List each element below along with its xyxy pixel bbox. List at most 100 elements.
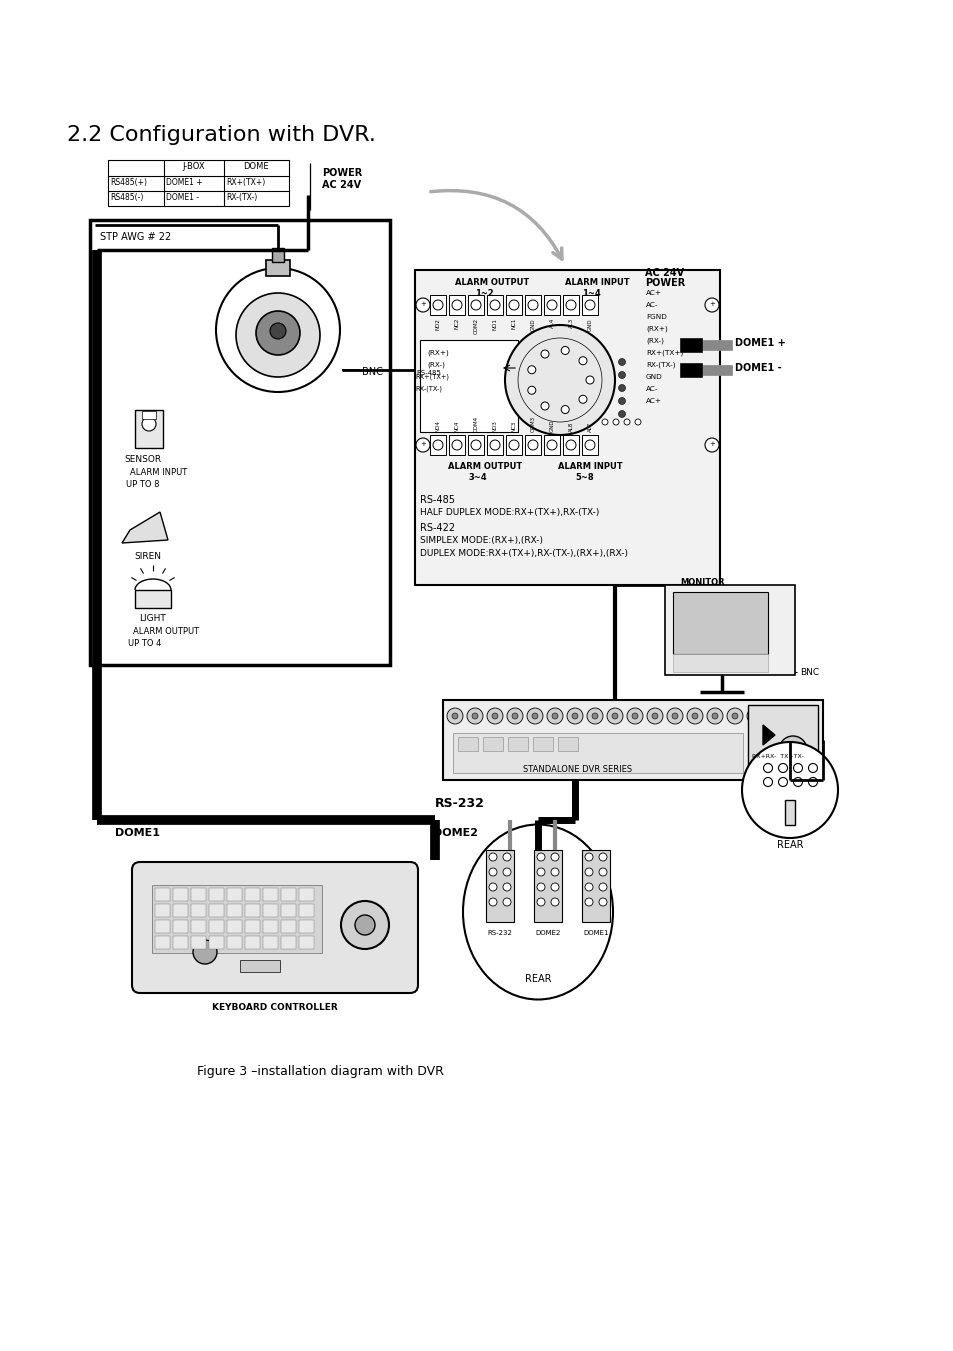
Text: GND: GND — [587, 317, 592, 331]
Text: RX+(TX+): RX+(TX+) — [415, 374, 449, 381]
Circle shape — [452, 440, 461, 450]
Text: RS-232: RS-232 — [435, 797, 484, 811]
Bar — [172, 936, 188, 948]
Bar — [453, 734, 742, 773]
Bar — [419, 340, 517, 432]
Circle shape — [546, 708, 562, 724]
Circle shape — [566, 708, 582, 724]
Text: RX-(TX-): RX-(TX-) — [226, 193, 257, 203]
Circle shape — [452, 713, 457, 719]
Bar — [281, 904, 295, 917]
Circle shape — [807, 777, 817, 786]
Bar — [679, 338, 701, 353]
Bar — [679, 363, 701, 377]
Text: ALARM OUTPUT: ALARM OUTPUT — [132, 627, 199, 636]
Text: COM4: COM4 — [473, 416, 478, 432]
Bar — [701, 340, 731, 350]
Text: +: + — [708, 440, 714, 447]
Text: (RX+): (RX+) — [427, 350, 448, 357]
Circle shape — [704, 299, 719, 312]
Text: 5~8: 5~8 — [575, 473, 593, 482]
Bar — [191, 888, 206, 901]
Circle shape — [578, 396, 586, 404]
Circle shape — [598, 867, 606, 875]
Bar — [430, 435, 446, 455]
Text: AC 24V: AC 24V — [644, 267, 683, 278]
Circle shape — [527, 440, 537, 450]
Bar — [227, 936, 242, 948]
Bar — [154, 888, 170, 901]
Bar — [581, 295, 598, 315]
FancyBboxPatch shape — [132, 862, 417, 993]
Text: AC-: AC- — [645, 303, 658, 308]
Text: BNC: BNC — [800, 667, 819, 677]
Circle shape — [793, 763, 801, 773]
Circle shape — [584, 884, 593, 892]
Text: AL7: AL7 — [587, 422, 592, 432]
Bar — [263, 936, 277, 948]
Circle shape — [584, 898, 593, 907]
Circle shape — [502, 884, 511, 892]
Circle shape — [527, 300, 537, 309]
Text: AL4: AL4 — [549, 317, 554, 328]
Bar — [209, 888, 224, 901]
Circle shape — [490, 440, 499, 450]
Text: COM2: COM2 — [473, 317, 478, 334]
Circle shape — [489, 884, 497, 892]
Circle shape — [618, 397, 625, 404]
Bar — [486, 295, 502, 315]
Bar — [191, 920, 206, 934]
Ellipse shape — [462, 824, 613, 1000]
Circle shape — [793, 777, 801, 786]
Text: COM3: COM3 — [530, 416, 535, 432]
Text: J-BOX: J-BOX — [182, 162, 205, 172]
Circle shape — [598, 852, 606, 861]
Circle shape — [215, 267, 339, 392]
Circle shape — [671, 713, 678, 719]
Text: +: + — [708, 301, 714, 307]
Bar — [263, 920, 277, 934]
Text: ALARM OUTPUT: ALARM OUTPUT — [448, 462, 521, 471]
Circle shape — [646, 708, 662, 724]
Text: +: + — [419, 301, 425, 307]
Bar — [172, 920, 188, 934]
Text: RS-485: RS-485 — [419, 494, 455, 505]
Text: DOME1 -: DOME1 - — [734, 363, 781, 373]
Circle shape — [631, 713, 638, 719]
Text: 1~2: 1~2 — [475, 289, 494, 299]
Bar — [227, 920, 242, 934]
Circle shape — [741, 742, 837, 838]
Circle shape — [472, 713, 477, 719]
Circle shape — [623, 419, 629, 426]
Bar — [272, 249, 284, 262]
Bar — [524, 435, 540, 455]
Text: AC-: AC- — [645, 386, 658, 392]
Bar — [227, 888, 242, 901]
Text: GND: GND — [645, 374, 662, 380]
Circle shape — [598, 884, 606, 892]
Text: NO3: NO3 — [492, 420, 497, 432]
Circle shape — [551, 884, 558, 892]
Circle shape — [618, 411, 625, 417]
Circle shape — [618, 372, 625, 378]
Bar — [298, 920, 314, 934]
Circle shape — [540, 403, 548, 409]
Text: STP AWG # 22: STP AWG # 22 — [100, 232, 172, 242]
Bar — [172, 904, 188, 917]
Circle shape — [433, 300, 442, 309]
Text: NO1: NO1 — [492, 317, 497, 330]
Circle shape — [626, 708, 642, 724]
Text: DOME: DOME — [243, 162, 269, 172]
Circle shape — [565, 440, 576, 450]
Bar — [581, 850, 609, 921]
Text: RS-485: RS-485 — [416, 370, 440, 376]
Text: KEYBOARD CONTROLLER: KEYBOARD CONTROLLER — [212, 1002, 337, 1012]
Bar — [533, 738, 553, 751]
Circle shape — [504, 326, 615, 435]
Text: AL3: AL3 — [568, 317, 573, 328]
FancyArrowPatch shape — [431, 190, 561, 259]
Circle shape — [746, 708, 762, 724]
Text: AL8: AL8 — [568, 422, 573, 432]
Text: Figure 3 –installation diagram with DVR: Figure 3 –installation diagram with DVR — [196, 1065, 443, 1078]
Circle shape — [526, 708, 542, 724]
